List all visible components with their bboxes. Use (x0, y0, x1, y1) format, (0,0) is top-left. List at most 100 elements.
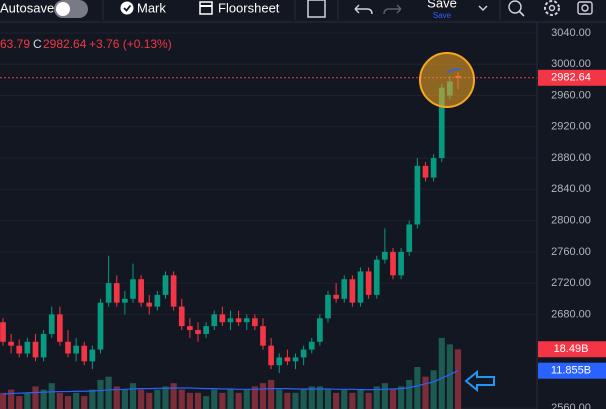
volume-bar (121, 389, 128, 409)
toolbar (0, 0, 606, 22)
volume-bar (251, 386, 258, 409)
candle-body (16, 345, 23, 354)
candle-body (48, 314, 55, 334)
candle-body (308, 341, 315, 350)
candle-body (170, 275, 177, 307)
candle-body (73, 345, 79, 354)
last-price-label: 2982.64 (551, 72, 591, 84)
volume-bar (178, 389, 185, 409)
volume-bar (414, 367, 421, 409)
alert-button[interactable] (508, 0, 525, 17)
volume-tag (538, 341, 606, 358)
candle-body (203, 326, 209, 334)
candle-body (89, 349, 96, 362)
close-value: 2982.64 (43, 37, 87, 51)
candle-body (0, 322, 6, 342)
candle-body (81, 345, 88, 362)
volume-bar (373, 386, 380, 409)
candle-body (252, 318, 258, 327)
candle-body (105, 283, 112, 303)
candle-body (195, 330, 201, 334)
candle-body (211, 314, 218, 327)
y-tick-label: 2800.00 (551, 214, 591, 226)
candle-body (8, 341, 14, 346)
candle-body (138, 279, 144, 303)
volume-bar (24, 392, 31, 409)
volume-bar (113, 386, 120, 409)
candle-body (97, 302, 104, 350)
mark-button[interactable]: Mark (120, 0, 167, 15)
volume-bar (81, 396, 88, 409)
volume-ma-label: 11.855B (551, 365, 591, 377)
volume-bar (89, 389, 96, 409)
save-status: Save (433, 11, 452, 20)
volume-bar (259, 383, 267, 409)
candle-body (398, 251, 404, 276)
volume-bar (389, 389, 397, 409)
redo-button[interactable] (383, 4, 402, 15)
floorsheet-button[interactable]: Floorsheet (199, 0, 280, 15)
candle-body (154, 294, 161, 307)
volume-bar (300, 389, 307, 409)
autosave-toggle[interactable] (54, 0, 88, 18)
volume-bar (138, 389, 145, 409)
volume-bar (219, 392, 226, 409)
volume-bar (64, 396, 72, 409)
candle-body (284, 357, 291, 362)
y-tick-label: 2760.00 (551, 246, 591, 258)
y-tick-label: 2680.00 (551, 308, 591, 320)
layout-button[interactable] (307, 0, 326, 18)
volume-bar (97, 379, 104, 409)
volume-bar (154, 389, 161, 409)
floorsheet-label: Floorsheet (218, 0, 280, 15)
candle-body (57, 314, 63, 342)
candle-body (243, 318, 250, 323)
volume-bar (211, 389, 218, 409)
highlight-circle (419, 52, 475, 108)
y-tick-label: 3000.00 (551, 58, 591, 70)
screenshot-button[interactable] (577, 1, 593, 15)
save-menu[interactable] (478, 5, 488, 11)
save-button[interactable]: Save Save (427, 0, 457, 20)
volume-bar (194, 392, 202, 409)
candle-body (300, 349, 307, 358)
candle-body (365, 271, 372, 295)
volume-bar (349, 392, 356, 409)
candle-body (430, 158, 437, 178)
volume-bar (333, 392, 340, 409)
candle-body (268, 345, 274, 366)
volume-bar (430, 370, 437, 409)
volume-label: 18.49B (554, 343, 589, 355)
undo-button[interactable] (354, 4, 373, 15)
y-tick-label: 2720.00 (551, 277, 591, 289)
volume-bar (324, 389, 332, 409)
volume-bar (308, 386, 315, 409)
mark-label: Mark (137, 0, 166, 15)
volume-bar (162, 386, 169, 409)
volume-bar (129, 383, 137, 409)
volume-bar (235, 392, 242, 409)
candle-body (406, 224, 413, 252)
candle-body (317, 318, 323, 342)
candle-body (113, 283, 120, 303)
candle-body (178, 306, 185, 327)
volume-bar (292, 392, 299, 409)
volume-bar (8, 389, 15, 409)
candle-body (373, 259, 380, 295)
candle-body (414, 165, 421, 225)
candle-body (382, 251, 388, 260)
candle-body (333, 294, 339, 299)
y-tick-label: 3040.00 (551, 27, 591, 39)
volume-bar (365, 392, 372, 409)
volume-bar (56, 392, 63, 409)
candle-body (24, 341, 31, 354)
candle-body (235, 318, 242, 323)
volume-bar (73, 392, 80, 409)
volume-bar (40, 389, 47, 409)
candle-body (122, 298, 128, 303)
candle-body (260, 326, 266, 346)
settings-button[interactable] (544, 0, 560, 16)
